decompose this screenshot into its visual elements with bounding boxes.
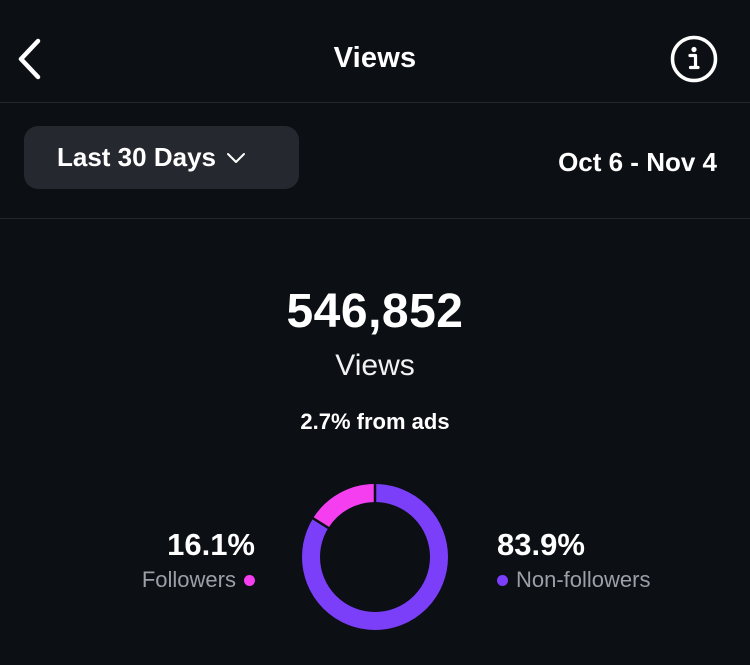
back-button[interactable] (14, 38, 48, 80)
followers-legend: Followers (142, 567, 255, 593)
top-nav-bar: Views (0, 0, 750, 103)
date-range-label: Last 30 Days (57, 142, 216, 172)
followers-percent: 16.1% (167, 527, 255, 562)
non-followers-legend: Non-followers (497, 567, 651, 593)
total-views-label: Views (335, 349, 415, 382)
page-title: Views (333, 42, 417, 74)
date-filter-row: Last 30 Days Oct 6 - Nov 4 (0, 103, 750, 219)
ads-percentage-note: 2.7% from ads (300, 409, 450, 434)
chevron-left-icon (18, 38, 41, 80)
total-views-count: 546,852 (286, 285, 464, 338)
date-range-dropdown[interactable]: Last 30 Days (24, 126, 299, 189)
chevron-down-icon (226, 152, 245, 163)
non-followers-percent: 83.9% (497, 527, 585, 562)
followers-stat: 16.1% Followers (142, 527, 255, 593)
non-followers-label: Non-followers (516, 567, 651, 592)
views-donut-chart (302, 483, 448, 630)
info-button[interactable] (669, 34, 719, 84)
non-followers-dot-icon (497, 574, 508, 586)
info-icon (670, 35, 718, 83)
followers-dot-icon (244, 574, 255, 586)
followers-label: Followers (141, 567, 236, 592)
non-followers-stat: 83.9% Non-followers (497, 527, 651, 593)
date-range-text: Oct 6 - Nov 4 (558, 147, 717, 177)
